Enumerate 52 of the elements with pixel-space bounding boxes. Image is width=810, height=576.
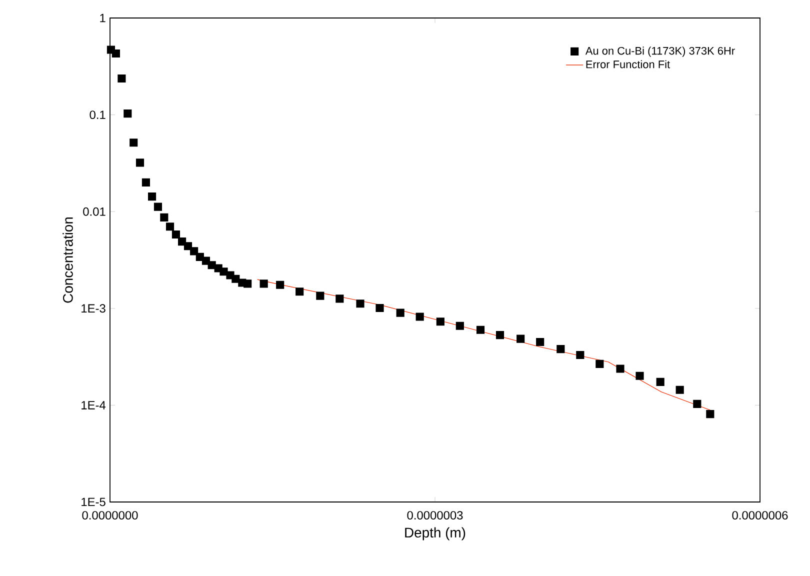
point xyxy=(596,360,604,368)
point xyxy=(148,192,156,201)
point xyxy=(676,386,684,394)
point xyxy=(142,178,150,187)
legend-label: Au on Cu-Bi (1173K) 373K 6Hr xyxy=(585,46,735,57)
point xyxy=(693,400,702,408)
point xyxy=(260,280,268,288)
point xyxy=(356,300,364,308)
point xyxy=(154,202,162,211)
point xyxy=(656,378,664,386)
point xyxy=(124,110,132,118)
point xyxy=(316,292,324,300)
y-tick-label: 1 xyxy=(100,14,106,22)
point xyxy=(220,268,228,276)
point xyxy=(130,138,138,147)
point xyxy=(296,288,304,296)
x-tick-label: 0.0000003 xyxy=(407,511,463,520)
point xyxy=(136,158,144,167)
point xyxy=(190,247,198,256)
y-axis-title: Concentration xyxy=(62,217,73,303)
x-tick-label: 0.0000006 xyxy=(732,511,788,520)
point xyxy=(160,213,168,222)
point xyxy=(112,49,120,58)
y-tick-label: 1E-3 xyxy=(82,304,106,313)
y-tick-label: 0.01 xyxy=(83,207,106,216)
point xyxy=(276,280,284,289)
y-tick-label: 1E-4 xyxy=(82,401,106,410)
point xyxy=(536,338,544,346)
point xyxy=(636,372,644,380)
point xyxy=(336,294,344,303)
point xyxy=(436,318,444,326)
point xyxy=(166,222,174,231)
point xyxy=(616,364,624,373)
point xyxy=(706,410,714,418)
point xyxy=(516,334,525,343)
y-tick-label: 1E-5 xyxy=(82,498,106,506)
point xyxy=(496,331,504,340)
y-tick-label: 0.1 xyxy=(90,110,106,120)
x-axis-title: Depth (m) xyxy=(405,527,466,540)
point xyxy=(376,304,384,312)
legend-label: Error Function Fit xyxy=(586,60,670,68)
point xyxy=(416,312,424,321)
point xyxy=(556,345,565,354)
point xyxy=(118,74,126,83)
point xyxy=(396,308,404,317)
point xyxy=(476,326,485,334)
point xyxy=(576,350,584,360)
point xyxy=(244,280,252,288)
point xyxy=(172,230,180,239)
point xyxy=(456,322,464,330)
point xyxy=(184,242,192,250)
x-tick-label: 0.0000000 xyxy=(82,511,138,520)
